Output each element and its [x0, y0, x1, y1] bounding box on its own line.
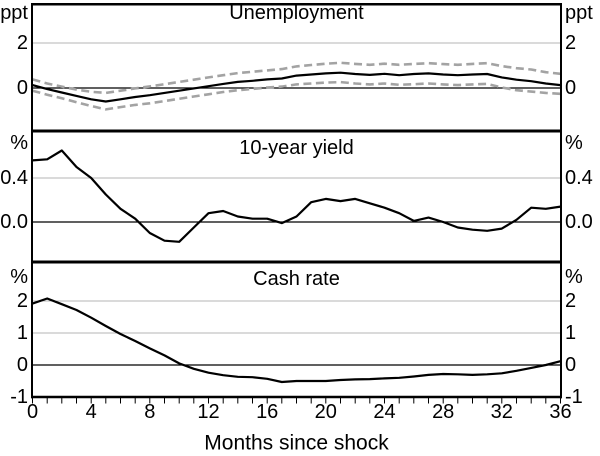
- x-tick-label: 12: [197, 401, 220, 423]
- panel-title-cash-rate: Cash rate: [253, 268, 340, 290]
- y-tick-label-right: 0.0: [565, 211, 593, 233]
- x-tick-label: 32: [490, 401, 513, 423]
- x-tick-label: 28: [432, 401, 455, 423]
- x-tick-label: 16: [256, 401, 279, 423]
- y-tick-label-left: 0.0: [0, 211, 28, 233]
- series-response: [31, 71, 562, 103]
- y-unit-left-panel1: ppt: [0, 2, 28, 24]
- panel-title-unemployment: Unemployment: [229, 2, 364, 24]
- y-unit-right-panel2: %: [565, 132, 583, 154]
- panel-title-10-year-yield: 10-year yield: [239, 137, 354, 159]
- y-tick-label-right: 0: [565, 354, 577, 376]
- x-tick-label: 8: [144, 401, 156, 423]
- x-tick-label: 4: [85, 401, 97, 423]
- y-tick-label-left: 0.4: [0, 167, 28, 189]
- x-tick-label: 36: [549, 401, 572, 423]
- x-tick-label: 20: [314, 401, 337, 423]
- x-tick-label: 0: [26, 401, 39, 423]
- series-lower-confidence-band: [32, 80, 561, 111]
- series-response: [31, 297, 562, 384]
- y-unit-right-panel1: ppt: [565, 2, 593, 24]
- y-tick-label-left: -1: [10, 386, 28, 408]
- y-tick-label-left: 0: [16, 354, 28, 376]
- y-tick-label-right: -1: [565, 386, 583, 408]
- y-tick-label-left: 2: [16, 290, 28, 312]
- series-upper-confidence-band: [32, 61, 561, 95]
- y-tick-label-left: 1: [16, 322, 28, 344]
- series-response: [31, 149, 562, 243]
- x-axis-title: Months since shock: [204, 431, 389, 455]
- y-tick-label-right: 0: [565, 77, 577, 99]
- y-tick-label-left: 0: [16, 77, 28, 99]
- x-tick-label: 24: [373, 401, 396, 423]
- y-unit-left-panel2: %: [10, 132, 28, 154]
- y-tick-label-right: 1: [565, 322, 577, 344]
- y-tick-label-right: 2: [565, 32, 577, 54]
- y-tick-label-left: 2: [16, 32, 28, 54]
- y-tick-label-right: 2: [565, 290, 577, 312]
- y-unit-right-panel3: %: [565, 266, 583, 288]
- y-tick-label-right: 0.4: [565, 167, 593, 189]
- y-unit-left-panel3: %: [10, 266, 28, 288]
